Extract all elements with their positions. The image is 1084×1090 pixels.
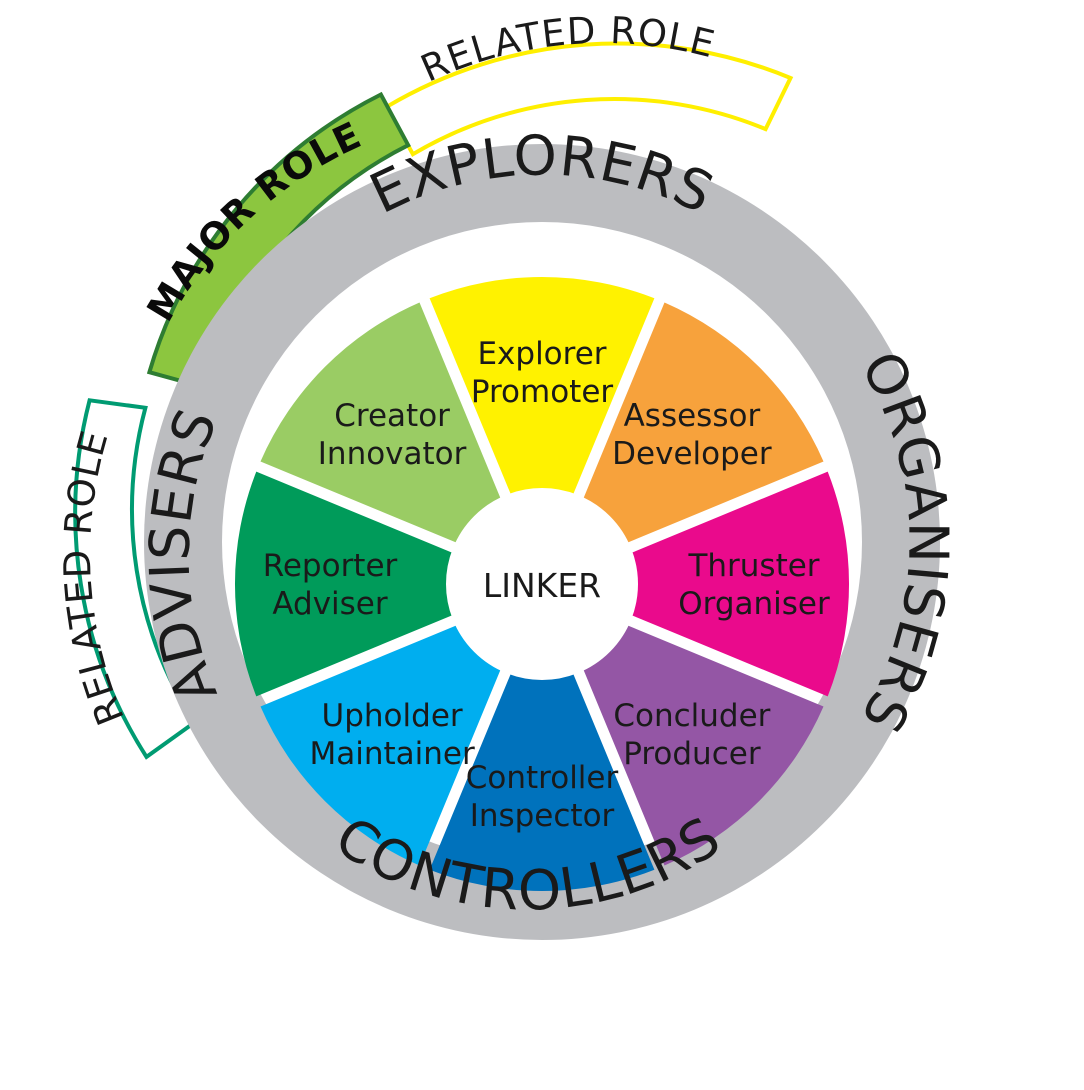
segment-label-explorer-promoter: Explorer Promoter (471, 336, 614, 410)
hub-label: LINKER (483, 566, 601, 605)
segment-label-line: Innovator (318, 436, 467, 472)
segment-label-creator-innovator: Creator Innovator (318, 398, 467, 472)
segment-label-line: Upholder (322, 698, 463, 734)
segment-creator-innovator (260, 302, 501, 543)
segment-label-line: Assessor (624, 398, 761, 434)
segment-label-controller-inspector: Controller Inspector (466, 760, 619, 834)
role-segments (234, 276, 850, 892)
segment-label-reporter-adviser: Reporter Adviser (263, 548, 398, 622)
segment-assessor-developer (583, 302, 824, 543)
segment-label-line: Producer (623, 736, 761, 772)
segment-explorer-promoter (429, 276, 655, 495)
segment-label-line: Maintainer (309, 736, 474, 772)
segment-label-line: Concluder (613, 698, 770, 734)
segment-controller-inspector (429, 673, 655, 892)
segment-label-line: Controller (466, 760, 619, 796)
segment-label-assessor-developer: Assessor Developer (612, 398, 772, 472)
segment-label-line: Promoter (471, 374, 614, 410)
segment-thruster-organiser (631, 471, 850, 697)
segment-label-line: Explorer (477, 336, 606, 372)
segment-reporter-adviser (234, 471, 453, 697)
segment-label-line: Creator (334, 398, 450, 434)
segment-concluder-producer (583, 625, 824, 866)
linker-hub (446, 488, 638, 680)
segment-label-thruster-organiser: Thruster Organiser (678, 548, 830, 622)
segment-label-line: Thruster (687, 548, 819, 584)
segment-label-line: Developer (612, 436, 772, 472)
segment-label-upholder-maintainer: Upholder Maintainer (309, 698, 474, 772)
segment-label-line: Inspector (470, 798, 615, 834)
segment-label-line: Organiser (678, 586, 830, 622)
segment-label-line: Reporter (263, 548, 398, 584)
segment-label-concluder-producer: Concluder Producer (613, 698, 770, 772)
segment-upholder-maintainer (260, 625, 501, 866)
segment-label-line: Adviser (272, 586, 388, 622)
related-role-band-top (384, 41, 794, 157)
